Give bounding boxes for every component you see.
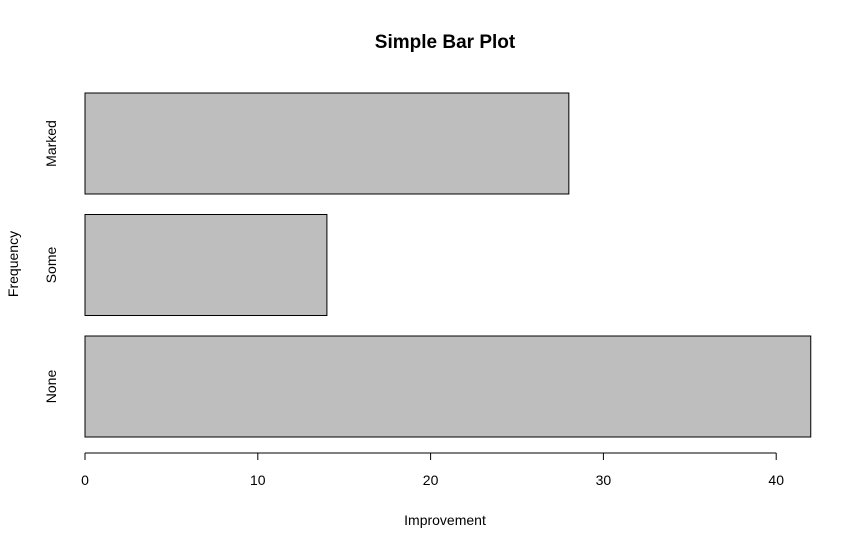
x-axis-label: Improvement: [404, 512, 486, 528]
bar-marked: [84, 92, 570, 195]
x-tick-label: 20: [423, 472, 439, 488]
category-label-none: None: [43, 370, 59, 404]
bars-layer: [84, 92, 812, 438]
chart-title: Simple Bar Plot: [375, 32, 516, 53]
category-label-marked: Marked: [43, 120, 59, 167]
bar-none: [84, 335, 812, 438]
x-tick-label: 10: [250, 472, 266, 488]
y-axis-label: Frequency: [5, 231, 21, 297]
category-label-some: Some: [43, 247, 59, 284]
category-labels: None Some Marked: [43, 120, 59, 403]
x-axis: 0 10 20 30 40: [81, 452, 784, 488]
x-tick-label: 30: [596, 472, 612, 488]
bar-some: [84, 214, 328, 316]
x-tick-label: 40: [768, 472, 784, 488]
x-tick-label: 0: [81, 472, 89, 488]
